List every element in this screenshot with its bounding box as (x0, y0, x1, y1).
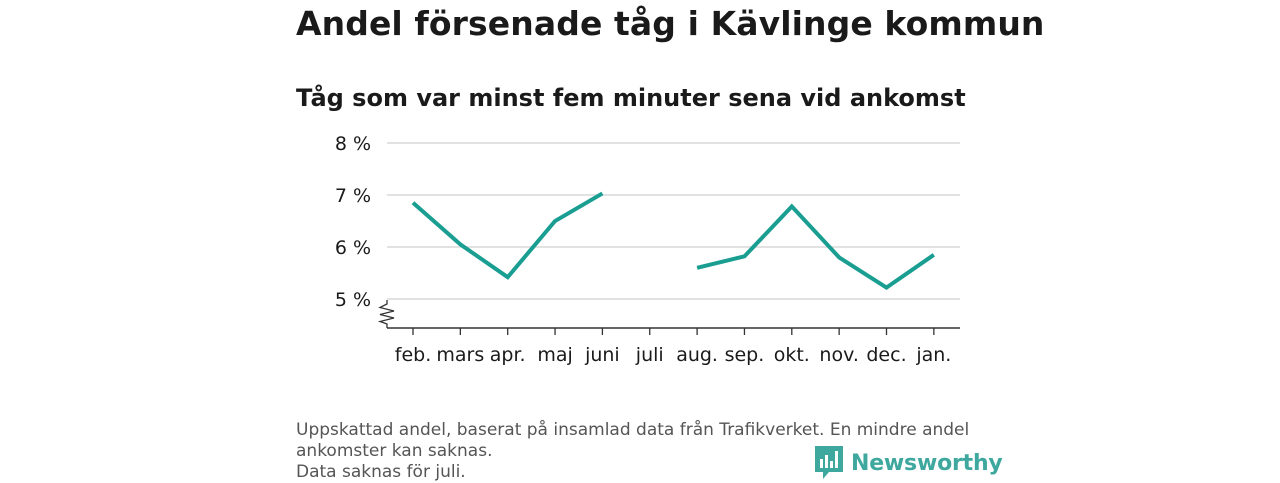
chart-subtitle: Tåg som var minst fem minuter sena vid a… (296, 84, 966, 112)
newsworthy-logo-icon (815, 446, 843, 479)
x-tick-label: feb. (395, 344, 431, 366)
y-axis-ticks: 5 % 6 % 7 % 8 % (335, 133, 371, 311)
x-tick-label: jan. (915, 344, 951, 366)
series-line-segment (411, 191, 604, 280)
x-tick-label: juni (584, 344, 620, 366)
footnote: Uppskattad andel, baserat på insamlad da… (296, 420, 986, 483)
brand-name: Newsworthy (851, 450, 1003, 476)
grid-lines (387, 142, 960, 300)
x-tick-label: dec. (866, 344, 906, 366)
series-lines (411, 191, 935, 290)
x-tick-label: okt. (774, 344, 810, 366)
x-tick-label: juli (635, 344, 664, 366)
axis-break-icon (377, 300, 395, 328)
x-tick-label: maj (537, 344, 572, 366)
x-tick-label: aug. (676, 344, 718, 366)
chart-title: Andel försenade tåg i Kävlinge kommun (296, 4, 1045, 43)
x-tick-label: apr. (490, 344, 526, 366)
footnote-source: Uppskattad andel, baserat på insamlad da… (296, 420, 970, 461)
x-axis-ticks: feb. mars apr. maj juni juli aug. sep. okt. nov. d… (395, 328, 951, 366)
y-tick-label: 7 % (335, 185, 371, 207)
series-line-segment (696, 203, 935, 290)
x-tick-label: nov. (819, 344, 858, 366)
y-tick-label: 8 % (335, 133, 371, 155)
footnote-missing-data: Data saknas för juli. (296, 462, 466, 482)
brand-logo: Newsworthy (815, 446, 1003, 480)
y-tick-label: 6 % (335, 237, 371, 259)
y-tick-label: 5 % (335, 289, 371, 311)
x-tick-label: sep. (725, 344, 765, 366)
x-tick-label: mars (436, 344, 484, 366)
